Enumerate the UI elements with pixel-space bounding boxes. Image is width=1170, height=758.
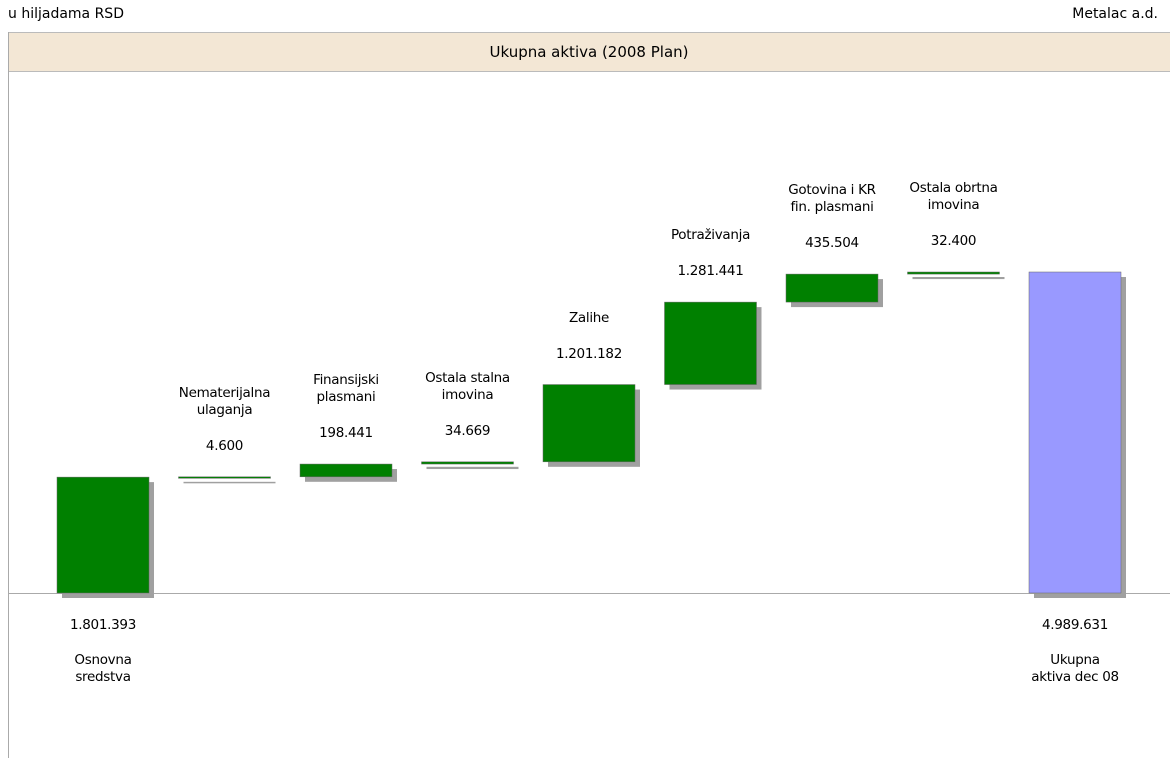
category-label: Zalihe xyxy=(568,309,610,326)
bar xyxy=(421,461,514,465)
category-label: Osnovna sredstva xyxy=(74,652,132,685)
unit-note: u hiljadama RSD xyxy=(8,6,124,22)
value-label: 1.801.393 xyxy=(69,617,136,633)
bar xyxy=(299,463,393,478)
category-label: Nematerijalna ulaganja xyxy=(178,384,271,418)
value-label: 32.400 xyxy=(930,233,977,249)
bar xyxy=(664,301,757,385)
chart-title: Ukupna aktiva (2008 Plan) xyxy=(8,32,1170,72)
bar-shadow xyxy=(183,481,276,484)
category-label: Ukupna aktiva dec 08 xyxy=(1031,652,1119,685)
value-label: 1.201.182 xyxy=(555,345,622,362)
bar xyxy=(56,476,150,594)
value-label: 1.281.441 xyxy=(677,263,744,280)
bar xyxy=(542,384,636,463)
company: Metalac a.d. xyxy=(1072,6,1158,22)
value-label: 34.669 xyxy=(444,422,491,439)
category-label: Ostala stalna imovina xyxy=(425,369,510,403)
bar xyxy=(178,476,271,479)
category-label: Potraživanja xyxy=(670,227,751,244)
bar xyxy=(785,273,879,303)
category-label: Finansijski plasmani xyxy=(313,372,379,406)
category-label: Gotovina i KR fin. plasmani xyxy=(788,182,876,216)
bar xyxy=(1028,271,1122,594)
value-label: 435.504 xyxy=(805,235,859,252)
bar xyxy=(907,271,1000,275)
value-label: 4.600 xyxy=(205,437,244,454)
bar-shadow xyxy=(912,277,1005,280)
value-label: 4.989.631 xyxy=(1041,617,1108,633)
bar-shadow xyxy=(426,466,519,470)
value-label: 198.441 xyxy=(319,425,373,442)
category-label: Ostala obrtna imovina xyxy=(909,180,998,214)
